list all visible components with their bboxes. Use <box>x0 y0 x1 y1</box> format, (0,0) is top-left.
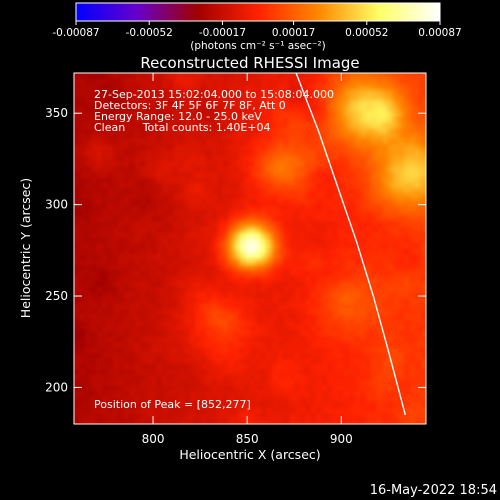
colorbar-tick-label: -0.00017 <box>199 27 246 39</box>
x-tick-label: 800 <box>142 432 165 446</box>
y-tick-label: 300 <box>45 198 68 212</box>
colorbar-tick-label: 0.00017 <box>272 27 315 39</box>
plot-area: 800 850 900 200 250 300 350 27-Sep-2013 15:02… <box>45 72 427 446</box>
x-axis-ticks: 800 850 900 <box>142 73 353 446</box>
y-axis-ticks: 200 250 300 350 <box>45 106 426 394</box>
solar-limb-curve <box>295 73 406 416</box>
colorbar-tick-label: 0.00087 <box>418 27 461 39</box>
y-tick-label: 200 <box>45 380 68 394</box>
y-axis-label: Heliocentric Y (arcsec) <box>18 178 33 318</box>
x-axis-label: Heliocentric X (arcsec) <box>179 447 320 462</box>
footer-date: 16-May-2022 18:54 <box>370 483 497 498</box>
colorbar: -0.00087 -0.00052 -0.00017 0.00017 0.00052 0.… <box>52 2 462 52</box>
annotation-time-range: 27-Sep-2013 15:02:04.000 to 15:08:04.000 <box>94 88 334 101</box>
heatmap-image <box>74 73 426 424</box>
chart-title: Reconstructed RHESSI Image <box>140 54 359 72</box>
x-tick-label: 900 <box>330 432 353 446</box>
plot-frame <box>73 72 427 425</box>
y-tick-label: 250 <box>45 289 68 303</box>
colorbar-tick-label: -0.00052 <box>126 27 173 39</box>
annotation-peak-position: Position of Peak = [852,277] <box>94 398 251 411</box>
colorbar-gradient <box>75 2 441 22</box>
annotation-detectors: Detectors: 3F 4F 5F 6F 7F 8F, Att 0 <box>94 99 286 112</box>
x-tick-label: 850 <box>236 432 259 446</box>
colorbar-ticks: -0.00087 -0.00052 -0.00017 0.00017 0.00052 0.… <box>52 21 462 39</box>
annotation-energy-range: Energy Range: 12.0 - 25.0 keV <box>94 110 262 123</box>
colorbar-tick-label: 0.00052 <box>345 27 388 39</box>
colorbar-tick-label: -0.00087 <box>52 27 99 39</box>
annotation-clean-counts: Clean Total counts: 1.40E+04 <box>94 121 271 134</box>
colorbar-units-label: (photons cm⁻² s⁻¹ asec⁻²) <box>190 40 325 52</box>
y-tick-label: 350 <box>45 106 68 120</box>
